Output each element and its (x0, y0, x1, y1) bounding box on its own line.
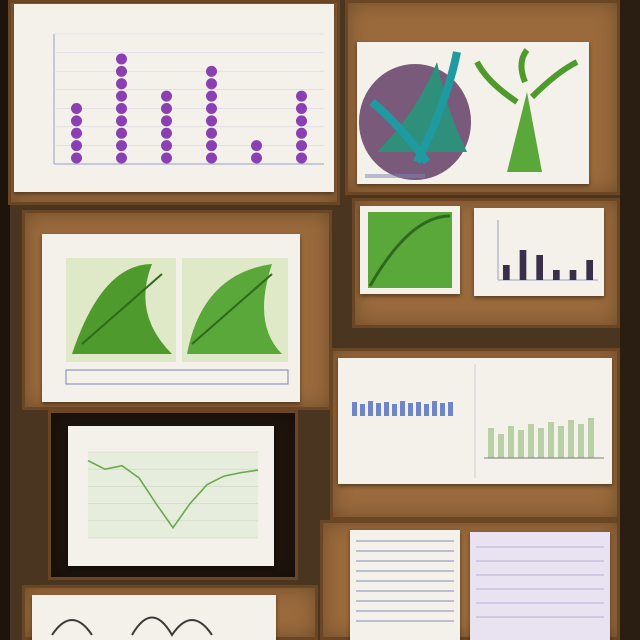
bar (432, 401, 437, 416)
plot-area (88, 452, 258, 538)
bar (416, 402, 421, 416)
board-middle-right (352, 198, 620, 328)
leaf-small-icon (368, 212, 452, 288)
bar (586, 260, 593, 280)
bar (519, 250, 527, 280)
bar (392, 404, 397, 416)
bar (536, 255, 543, 280)
data-point (116, 115, 127, 127)
data-point (116, 53, 127, 65)
wall-edge-left (0, 0, 10, 640)
data-point (71, 140, 82, 152)
data-point (296, 115, 307, 127)
poster-bar-chart (474, 208, 604, 296)
bar (424, 404, 429, 416)
bar (352, 402, 357, 416)
data-point (161, 127, 172, 139)
bar (588, 418, 594, 458)
data-point (206, 90, 217, 102)
data-point (251, 140, 262, 152)
data-point (161, 140, 172, 152)
poster-leaf-small (360, 206, 460, 294)
data-point (116, 140, 127, 152)
bar (578, 424, 584, 458)
bar (448, 402, 453, 416)
board-middle-left (22, 210, 332, 410)
bar (568, 420, 574, 458)
poster-dot-chart (14, 4, 334, 192)
data-point (296, 140, 307, 152)
bar-chart (497, 220, 598, 281)
poster-table (350, 530, 460, 640)
board-documents (330, 348, 620, 520)
bar (508, 426, 514, 458)
data-point (161, 102, 172, 114)
data-point (206, 115, 217, 127)
board-bottom-left (22, 585, 318, 640)
board-top-right (345, 0, 620, 195)
bar (528, 424, 534, 458)
data-point (251, 152, 262, 164)
bar (558, 426, 564, 458)
data-point (206, 78, 217, 90)
bar (384, 402, 389, 416)
sketch-illustration-icon (51, 616, 213, 637)
data-point (206, 152, 217, 164)
board-line-chart (48, 410, 298, 580)
bar (368, 401, 373, 416)
data-point (206, 127, 217, 139)
poster-tree-illustration (357, 42, 589, 184)
dot-chart (53, 33, 324, 165)
document-bar-chart (352, 364, 604, 478)
poster-line-chart (68, 426, 274, 566)
data-point (161, 152, 172, 164)
bar (553, 270, 560, 280)
data-point (161, 90, 172, 102)
data-point (206, 102, 217, 114)
data-point (296, 152, 307, 164)
poster-lined-page (470, 532, 610, 640)
bar (569, 270, 577, 280)
tree-illustration-icon (359, 48, 579, 180)
bar (360, 404, 365, 416)
data-point (116, 65, 127, 77)
line-chart (87, 451, 259, 539)
bar (376, 403, 381, 416)
data-point (71, 102, 82, 114)
data-point (296, 90, 307, 102)
data-point (116, 90, 127, 102)
bar (538, 428, 544, 458)
data-point (116, 152, 127, 164)
data-point (206, 140, 217, 152)
data-point (296, 102, 307, 114)
poster-open-document (338, 358, 612, 484)
bar (518, 430, 524, 458)
data-point (116, 102, 127, 114)
wall-edge-right (620, 0, 640, 640)
data-point (116, 78, 127, 90)
data-point (71, 152, 82, 164)
board-bottom-right (320, 520, 620, 640)
bar (503, 265, 510, 280)
bar (440, 403, 445, 416)
data-point (206, 65, 217, 77)
data-point (71, 127, 82, 139)
data-point (161, 115, 172, 127)
bar (548, 422, 554, 458)
series-line (87, 459, 259, 530)
bar (408, 403, 413, 416)
bar (400, 401, 405, 416)
bar (498, 434, 504, 458)
leaf-illustration-icon (65, 258, 289, 385)
poster-sketch (32, 595, 276, 640)
data-point (116, 127, 127, 139)
board-top-left (8, 0, 340, 205)
bar (488, 428, 494, 458)
data-point (296, 127, 307, 139)
poster-fern (42, 234, 300, 402)
data-point (71, 115, 82, 127)
